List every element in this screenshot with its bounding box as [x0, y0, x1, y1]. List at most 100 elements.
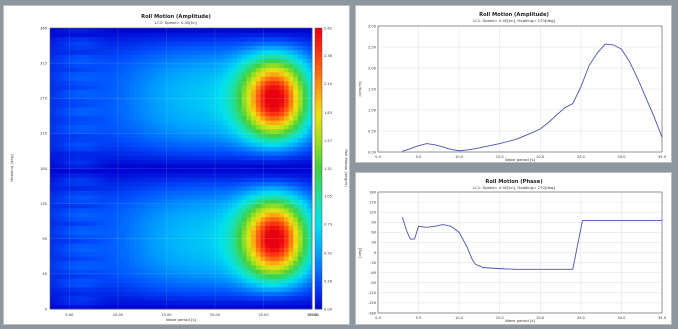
- heatmap-cell: [293, 164, 299, 169]
- heatmap-cell: [64, 45, 70, 51]
- heatmap-cell: [227, 190, 233, 196]
- heatmap-cell: [232, 102, 238, 108]
- heatmap-cell: [82, 221, 88, 226]
- heatmap-cell: [120, 36, 126, 42]
- heatmap-cell: [92, 168, 98, 174]
- heatmap-cell: [288, 199, 294, 205]
- heatmap-cell: [190, 256, 196, 262]
- heatmap-cell: [251, 58, 257, 64]
- heatmap-cell: [237, 256, 243, 262]
- heatmap-cell: [162, 32, 168, 38]
- heatmap-cell: [87, 80, 93, 86]
- heatmap-cell: [185, 168, 191, 174]
- heatmap-cell: [237, 177, 243, 183]
- heatmap-cell: [171, 287, 177, 292]
- heatmap-cell: [129, 216, 135, 222]
- heatmap-cell: [50, 234, 56, 240]
- heatmap-cell: [73, 49, 79, 55]
- heatmap-cell: [195, 102, 201, 108]
- heatmap-cell: [166, 212, 173, 218]
- heatmap-cell: [269, 269, 275, 275]
- heatmap-cell: [129, 194, 135, 200]
- heatmap-cell: [68, 102, 74, 108]
- heatmap-cell: [241, 49, 247, 55]
- heatmap-cell: [124, 159, 130, 165]
- heatmap-cell: [157, 238, 163, 244]
- heatmap-cell: [227, 238, 233, 244]
- heatmap-cell: [251, 54, 257, 60]
- heatmap-cell: [283, 177, 290, 183]
- heatmap-cell: [181, 45, 187, 51]
- heatmap-cell: [120, 137, 126, 143]
- heatmap-cell: [260, 45, 266, 51]
- heatmap-cell: [115, 41, 121, 46]
- heatmap-cell: [78, 203, 84, 209]
- heatmap-cell: [204, 133, 210, 139]
- heatmap-cell: [227, 36, 233, 42]
- heatmap-cell: [297, 159, 304, 165]
- heatmap-cell: [143, 102, 149, 108]
- heatmap-cell: [241, 128, 247, 134]
- heatmap-cell: [166, 243, 173, 248]
- heatmap-cell: [73, 229, 79, 235]
- heatmap-cell: [195, 80, 201, 86]
- heatmap-cell: [124, 247, 130, 253]
- heatmap-cell: [209, 278, 215, 284]
- heatmap-cell: [265, 199, 271, 205]
- heatmap-cell: [255, 225, 261, 231]
- heatmap-cell: [269, 142, 275, 147]
- heatmap-cell: [218, 142, 224, 147]
- heatmap-y-tick-label: 225: [40, 132, 47, 136]
- heatmap-cell: [68, 221, 74, 226]
- heatmap-cell: [209, 98, 215, 104]
- heatmap-cell: [218, 98, 224, 104]
- heatmap-cell: [73, 208, 79, 213]
- heatmap-cell: [82, 203, 88, 209]
- heatmap-cell: [59, 234, 65, 240]
- heatmap-cell: [260, 212, 266, 218]
- heatmap-cell: [195, 251, 201, 257]
- heatmap-cell: [87, 238, 93, 244]
- heatmap-cell: [68, 133, 74, 139]
- heatmap-cell: [223, 159, 229, 165]
- heatmap-cell: [64, 225, 70, 231]
- heatmap-cell: [64, 54, 70, 60]
- heatmap-cell: [260, 168, 266, 174]
- heatmap-cell: [54, 146, 60, 152]
- heatmap-cell: [115, 133, 121, 139]
- heatmap-cell: [190, 168, 196, 174]
- heatmap-cell: [68, 265, 74, 270]
- heatmap-cell: [148, 221, 154, 226]
- heatmap-cell: [246, 243, 252, 248]
- heatmap-cell: [54, 260, 60, 266]
- heatmap-cell: [190, 221, 196, 226]
- heatmap-cell: [199, 212, 205, 218]
- heatmap-cell: [260, 124, 266, 130]
- heatmap-cell: [209, 146, 215, 152]
- heatmap-cell: [106, 58, 112, 64]
- heatmap-cell: [143, 54, 149, 60]
- heatmap-cell: [237, 32, 243, 38]
- heatmap-cell: [297, 247, 304, 253]
- heatmap-cell: [204, 115, 210, 121]
- x-tick-label: 25.0: [577, 155, 586, 159]
- heatmap-cell: [92, 80, 98, 86]
- heatmap-cell: [82, 115, 88, 121]
- colorbar-segment: [315, 252, 322, 258]
- heatmap-cell: [78, 150, 84, 156]
- heatmap-cell: [96, 282, 102, 288]
- heatmap-cell: [241, 67, 247, 73]
- heatmap-cell: [106, 159, 112, 165]
- heatmap-cell: [152, 273, 159, 279]
- heatmap-cell: [110, 282, 116, 288]
- heatmap-cell: [204, 137, 210, 143]
- heatmap-cell: [260, 85, 266, 90]
- heatmap-cell: [110, 32, 116, 38]
- heatmap-cell: [152, 85, 159, 90]
- heatmap-cell: [54, 80, 60, 86]
- heatmap-cell: [171, 107, 177, 112]
- heatmap-cell: [265, 234, 271, 240]
- heatmap-cell: [115, 221, 121, 226]
- heatmap-cell: [274, 304, 280, 310]
- heatmap-cell: [297, 142, 304, 147]
